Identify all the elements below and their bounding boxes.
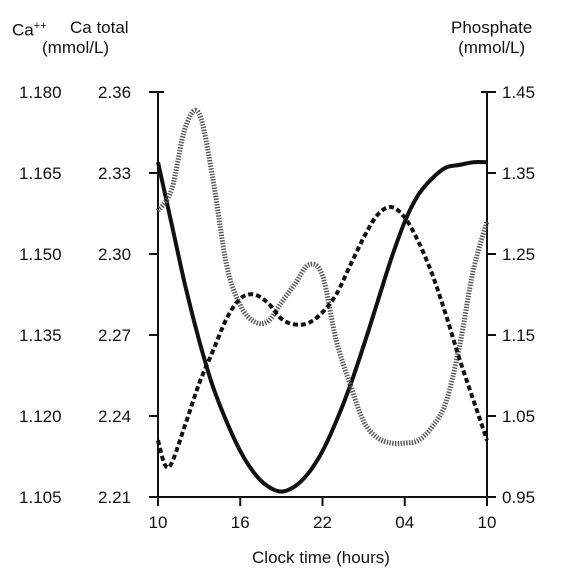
- ca-total-tick-label: 2.36: [98, 83, 131, 102]
- ca-total-tick-label: 2.24: [98, 407, 131, 426]
- phosphate-axis-title-line2: (mmol/L): [458, 38, 526, 57]
- phosphate-axis-title-line1: Phosphate: [451, 18, 533, 37]
- x-axis-title: Clock time (hours): [252, 548, 390, 567]
- series-layer: [155, 107, 490, 494]
- ca-ion-tick-label: 1.150: [19, 245, 62, 264]
- ca-ion-axis-title-sup: ++: [33, 20, 47, 32]
- x-tick-label: 04: [395, 513, 414, 532]
- phosphate-tick-label: 1.15: [502, 326, 535, 345]
- ca-total-axis-title-line1: Ca total: [70, 18, 129, 37]
- ca-total-axis-units: (mmol/L): [42, 38, 109, 58]
- ca-ion-tick-label: 1.105: [19, 488, 62, 507]
- x-tick-label: 10: [149, 513, 168, 532]
- ca-total-axis-title-line2: (mmol/L): [42, 38, 110, 57]
- phosphate-tick-label: 1.45: [502, 83, 535, 102]
- phosphate-tick-label: 1.05: [502, 407, 535, 426]
- ca-total-tick-label: 2.30: [98, 245, 131, 264]
- ca-ion-tick-label: 1.135: [19, 326, 62, 345]
- x-tick-label: 22: [313, 513, 332, 532]
- series-line-dotted: [155, 107, 490, 447]
- tick-labels: 1.180 2.36 1.45 1.165 2.33 1.35 1.150 2.30 1.25 1…: [19, 83, 535, 532]
- phosphate-tick-label: 1.35: [502, 164, 535, 183]
- ca-ion-tick-label: 1.165: [19, 164, 62, 183]
- ca-total-tick-label: 2.27: [98, 326, 131, 345]
- phosphate-tick-label: 0.95: [502, 488, 535, 507]
- ca-total-tick-label: 2.21: [98, 488, 131, 507]
- series-line-dashed: [156, 204, 489, 470]
- ca-total-tick-label: 2.33: [98, 164, 131, 183]
- x-tick-label: 16: [231, 513, 250, 532]
- series-line-solid: [156, 159, 488, 494]
- ca-total-axis-title: Ca total: [70, 18, 129, 38]
- phosphate-axis-title: Phosphate (mmol/L): [451, 18, 532, 58]
- axes: [149, 91, 496, 506]
- phosphate-tick-label: 1.25: [502, 245, 535, 264]
- ca-ion-axis-title: Ca++: [12, 16, 47, 41]
- ca-ion-tick-label: 1.180: [19, 83, 62, 102]
- ca-ion-tick-label: 1.120: [19, 407, 62, 426]
- ca-ion-axis-title-base: Ca: [12, 20, 34, 40]
- x-tick-label: 10: [478, 513, 497, 532]
